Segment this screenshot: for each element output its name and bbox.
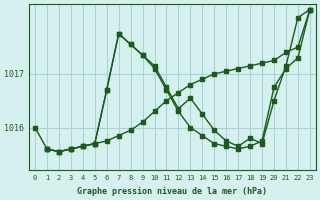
X-axis label: Graphe pression niveau de la mer (hPa): Graphe pression niveau de la mer (hPa) — [77, 187, 268, 196]
